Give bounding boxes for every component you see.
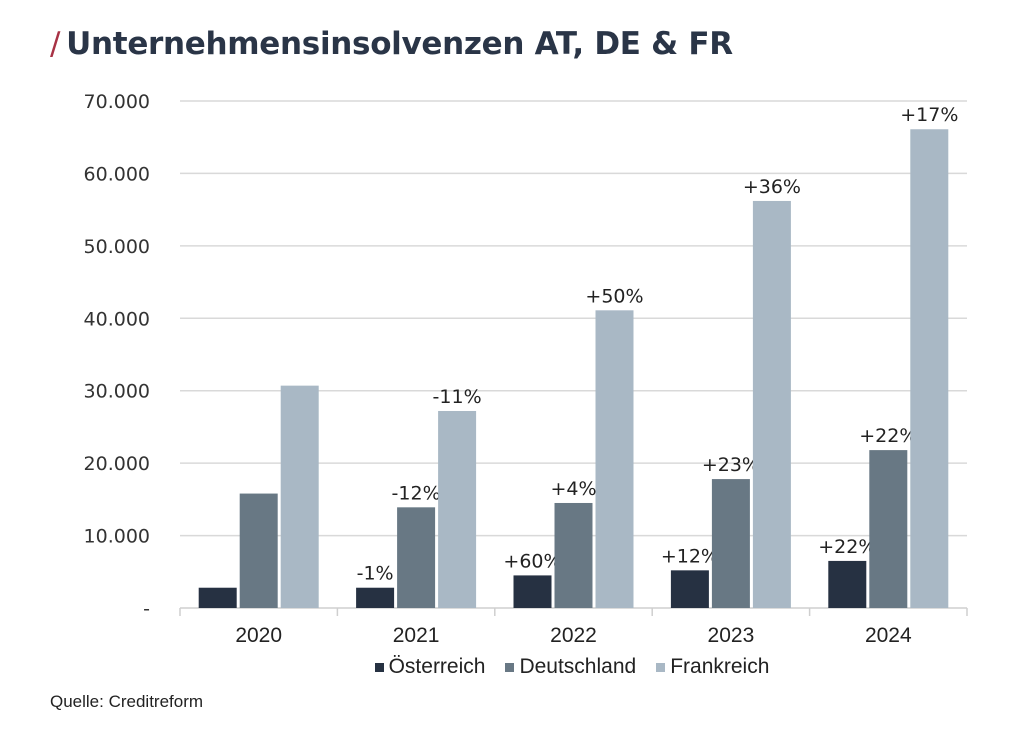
bar-frankreich-2021 xyxy=(438,410,477,608)
bar-deutschland-2021 xyxy=(397,507,436,608)
bar-österreich-2022 xyxy=(513,575,552,608)
y-tick-label: 60.000 xyxy=(84,163,150,185)
data-label: -12% xyxy=(392,482,441,504)
y-tick-label: - xyxy=(143,598,150,620)
legend-swatch-deutschland xyxy=(505,662,515,672)
legend-swatch-oesterreich xyxy=(374,662,384,672)
y-tick-label: 30.000 xyxy=(84,381,150,403)
legend-label-deutschland: Deutschland xyxy=(519,655,637,678)
bar-österreich-2020 xyxy=(198,587,237,608)
data-label: +36% xyxy=(743,176,801,198)
y-tick-label: 10.000 xyxy=(84,526,150,548)
bar-frankreich-2024 xyxy=(910,129,949,609)
bar-deutschland-2020 xyxy=(239,493,278,608)
data-label: +17% xyxy=(900,104,958,126)
data-label: +4% xyxy=(550,478,596,500)
source-note: Quelle: Creditreform xyxy=(50,692,204,711)
bar-chart: - 10.000 20.000 30.000 40.000 50.000 60.000 70.… xyxy=(84,91,968,647)
data-label: +22% xyxy=(818,536,876,558)
bar-deutschland-2023 xyxy=(711,479,750,608)
data-label: +60% xyxy=(503,550,561,572)
legend-item-deutschland: Deutschland xyxy=(505,655,636,679)
x-tick-label: 2020 xyxy=(235,624,282,647)
y-tick-label: 40.000 xyxy=(84,308,150,330)
bar-österreich-2023 xyxy=(670,570,709,608)
bar-deutschland-2024 xyxy=(869,450,908,608)
bar-frankreich-2023 xyxy=(752,200,791,609)
y-tick-label: 20.000 xyxy=(84,453,150,475)
bar-österreich-2021 xyxy=(356,587,395,608)
data-label: -1% xyxy=(357,563,394,585)
bar-deutschland-2022 xyxy=(554,502,593,608)
title-slash-accent: / xyxy=(50,26,61,62)
legend: Österreich Deutschland Frankreich xyxy=(0,655,1024,679)
y-tick-label: 50.000 xyxy=(84,236,150,258)
bar-frankreich-2022 xyxy=(595,310,634,608)
data-label: +22% xyxy=(859,425,917,447)
x-tick-label: 2023 xyxy=(708,624,755,647)
title-text: Unternehmensinsolvenzen AT, DE & FR xyxy=(66,26,733,62)
x-tick-label: 2024 xyxy=(865,624,912,647)
legend-label-frankreich: Frankreich xyxy=(670,655,770,678)
bar-frankreich-2020 xyxy=(280,385,319,608)
legend-label-oesterreich: Österreich xyxy=(388,655,486,678)
data-label: +23% xyxy=(702,454,760,476)
data-label: +50% xyxy=(585,285,643,307)
legend-swatch-frankreich xyxy=(656,662,666,672)
x-tick-label: 2021 xyxy=(393,624,440,647)
chart-title: / Unternehmensinsolvenzen AT, DE & FR xyxy=(50,26,733,62)
data-label: +12% xyxy=(661,545,719,567)
y-tick-label: 70.000 xyxy=(84,91,150,113)
legend-item-oesterreich: Österreich xyxy=(374,655,486,679)
x-tick-label: 2022 xyxy=(550,624,597,647)
bar-österreich-2024 xyxy=(828,560,867,608)
data-label: -11% xyxy=(433,386,482,408)
legend-item-frankreich: Frankreich xyxy=(656,655,769,679)
